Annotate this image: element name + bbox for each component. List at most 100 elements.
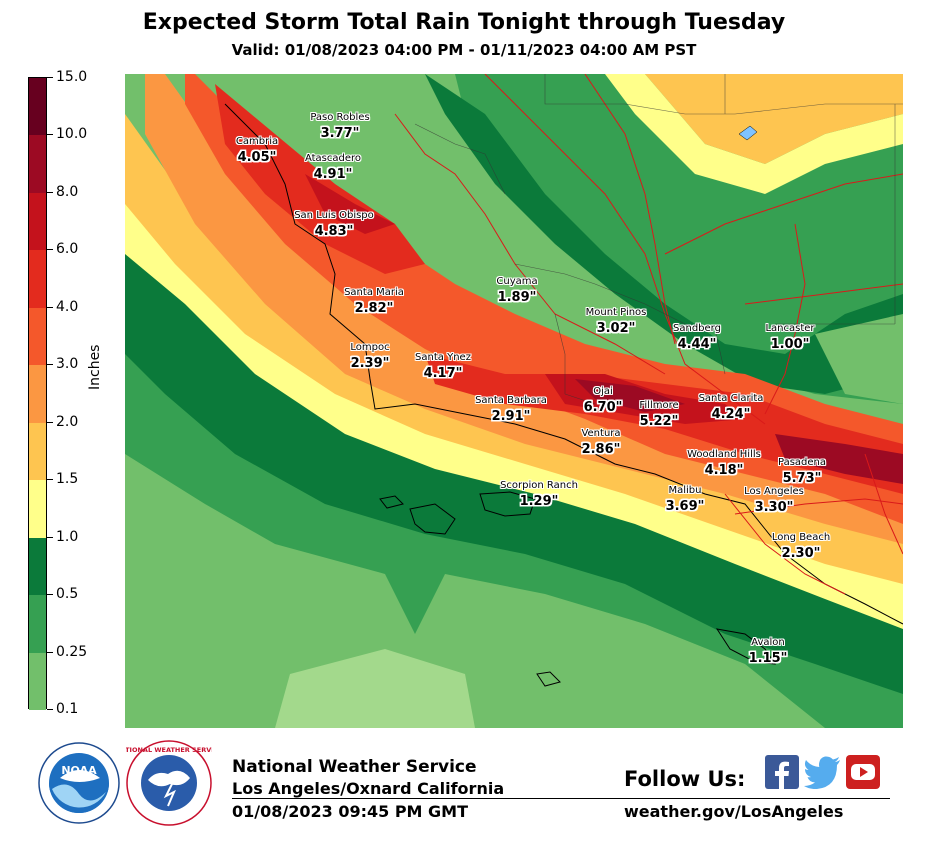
city-label: Woodland Hills 4.18" xyxy=(687,449,761,478)
highway-138 xyxy=(744,283,903,305)
city-name: Lompoc xyxy=(350,342,390,353)
colorbar-segment xyxy=(29,365,46,424)
city-rain-total: 4.17" xyxy=(423,366,463,381)
svg-text:NOAA: NOAA xyxy=(61,764,97,777)
twitter-icon[interactable] xyxy=(804,755,842,790)
office-name: Los Angeles/Oxnard California xyxy=(232,779,505,798)
city-rain-total: 4.83" xyxy=(314,224,354,239)
city-rain-total: 2.82" xyxy=(354,301,394,316)
youtube-icon[interactable] xyxy=(846,755,880,789)
inland-lightgreen-patch xyxy=(815,314,903,404)
colorbar-segment xyxy=(29,652,46,711)
colorbar-segment xyxy=(29,480,46,539)
city-label: Santa Clarita 4.24" xyxy=(699,393,764,422)
office-url[interactable]: weather.gov/LosAngeles xyxy=(624,802,844,821)
city-rain-total: 4.18" xyxy=(704,463,744,478)
colorbar-tick-label: 10.0 xyxy=(56,126,88,143)
island-san-miguel xyxy=(379,495,404,509)
city-name: Paso Robles xyxy=(310,112,370,123)
colorbar-tick-label: 3.0 xyxy=(56,356,79,373)
coastline xyxy=(224,103,903,625)
highway-99 xyxy=(584,74,676,345)
city-name: Ojai xyxy=(593,386,613,397)
city-rain-total: 3.69" xyxy=(665,499,705,514)
colorbar xyxy=(28,77,47,711)
north-hills-orange xyxy=(645,74,903,164)
city-name: Cuyama xyxy=(496,276,538,287)
island-catalina xyxy=(715,628,777,665)
city-rain-total: 5.73" xyxy=(782,471,822,486)
city-name: Santa Maria xyxy=(344,287,404,298)
colorbar-tick-label: 2.0 xyxy=(56,413,79,430)
colorbar-segment xyxy=(29,78,46,136)
colorbar-tick xyxy=(47,191,53,193)
city-label: Cambria 4.05" xyxy=(236,136,278,165)
highway-101 xyxy=(394,113,666,375)
colorbar-tick-label: 8.0 xyxy=(56,183,79,200)
colorbar-tick-label: 15.0 xyxy=(56,69,88,85)
colorbar-tick xyxy=(47,421,53,423)
city-label: Long Beach 2.30" xyxy=(772,532,830,561)
city-rain-total: 4.91" xyxy=(313,167,353,182)
colorbar-segment xyxy=(29,422,46,481)
city-label: Fillmore 5.22" xyxy=(639,400,678,429)
highway-10 xyxy=(734,498,903,515)
city-name: Scorpion Ranch xyxy=(500,480,578,491)
city-rain-total: 1.00" xyxy=(770,337,810,352)
city-rain-total: 3.77" xyxy=(320,126,360,141)
city-rain-total: 2.91" xyxy=(491,409,531,424)
city-label: Malibu 3.69" xyxy=(666,485,705,514)
lake-isabella xyxy=(738,125,758,141)
city-name: Long Beach xyxy=(771,532,831,543)
city-name: Malibu xyxy=(668,485,702,496)
facebook-icon[interactable] xyxy=(765,755,799,789)
darkred-core-slo xyxy=(305,174,395,234)
colorbar-tick-label: 0.5 xyxy=(56,586,79,603)
agency-name: National Weather Service xyxy=(232,757,477,777)
city-name: Woodland Hills xyxy=(687,449,761,460)
city-rain-total: 4.05" xyxy=(237,150,277,165)
city-rain-total: 1.89" xyxy=(497,290,537,305)
island-santa-rosa xyxy=(409,503,456,535)
city-label: Santa Barbara 2.91" xyxy=(475,395,547,424)
city-rain-total: 1.29" xyxy=(519,494,559,509)
city-name: Los Angeles xyxy=(744,486,804,497)
colorbar-units-label: Inches xyxy=(87,344,103,390)
north-hills-yellow xyxy=(605,74,903,194)
city-label: Ojai 6.70" xyxy=(584,386,623,415)
colorbar-tick xyxy=(47,479,53,481)
city-name: Cambria xyxy=(235,136,279,147)
colorbar-segment xyxy=(29,307,46,366)
city-label: Sandberg 4.44" xyxy=(673,323,721,352)
city-label: Lompoc 2.39" xyxy=(350,342,389,371)
colorbar-tick-label: 4.0 xyxy=(56,298,79,315)
city-label: Santa Ynez 4.17" xyxy=(415,352,471,381)
city-name: Santa Clarita xyxy=(698,393,764,404)
red-core-south xyxy=(425,354,903,494)
ocean-lightest-zone xyxy=(275,649,475,728)
city-rain-total: 3.30" xyxy=(754,500,794,515)
city-name: Mount Pinos xyxy=(585,307,647,318)
city-label: Lancaster 1.00" xyxy=(765,323,814,352)
city-label: Scorpion Ranch 1.29" xyxy=(500,480,578,509)
colorbar-tick xyxy=(47,536,53,538)
city-label: Ventura 2.86" xyxy=(581,428,620,457)
colorbar-tick-label: 1.5 xyxy=(56,471,79,488)
footer-rule xyxy=(232,798,890,799)
rainfall-map xyxy=(125,74,903,728)
coastal-darkgreen-band xyxy=(125,224,903,694)
colorbar-segment xyxy=(29,192,46,251)
colorbar-tick-label: 1.0 xyxy=(56,528,79,545)
city-rain-total: 4.24" xyxy=(711,407,751,422)
colorbar-tick xyxy=(47,364,53,366)
city-label: Atascadero 4.91" xyxy=(305,153,361,182)
colorbar-tick xyxy=(47,249,53,251)
city-name: Atascadero xyxy=(304,153,362,164)
colorbar-segment xyxy=(29,250,46,309)
maroon-core xyxy=(575,379,685,412)
city-name: Pasadena xyxy=(777,457,827,468)
colorbar-tick xyxy=(47,134,53,136)
colorbar-tick-label: 6.0 xyxy=(56,241,79,258)
city-label: Pasadena 5.73" xyxy=(778,457,826,486)
colorbar-tick xyxy=(47,709,53,710)
